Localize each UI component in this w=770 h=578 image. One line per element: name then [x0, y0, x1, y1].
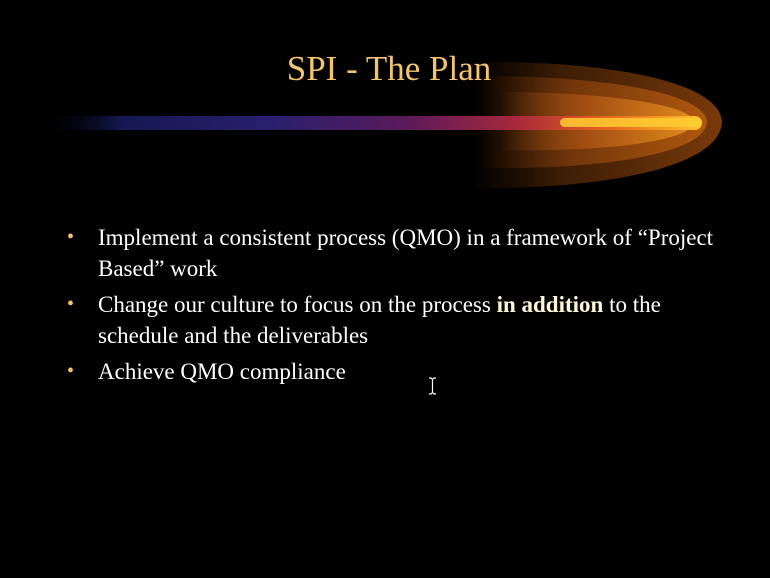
bullet-emphasis-text: in addition [496, 292, 604, 317]
bullet-point-icon: • [67, 226, 75, 248]
bullet-text: Change our culture to focus on the proce… [98, 292, 497, 317]
bullet-item-1: • Implement a consistent process (QMO) i… [67, 222, 717, 284]
slide-title: SPI - The Plan [286, 49, 492, 88]
bullet-list: • Implement a consistent process (QMO) i… [67, 222, 717, 392]
bullet-point-icon: • [67, 293, 75, 315]
bullet-text-continued: to the schedule and the deliverables [98, 292, 661, 348]
bullet-item-2: • Change our culture to focus on the pro… [67, 289, 717, 351]
bullet-text: Implement a consistent process (QMO) in … [98, 225, 714, 281]
bullet-item-3: • Achieve QMO compliance [67, 356, 717, 387]
bullet-text: Achieve QMO compliance [98, 359, 346, 384]
text-ibeam-cursor-icon [429, 377, 436, 395]
bullet-point-icon: • [67, 360, 75, 382]
